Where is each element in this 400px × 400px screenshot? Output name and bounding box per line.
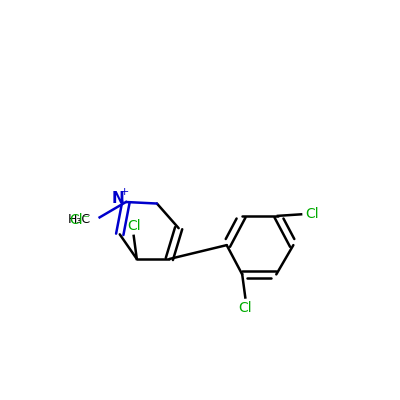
Text: +: + (120, 187, 129, 197)
Text: Cl⁻: Cl⁻ (69, 214, 90, 228)
Text: H₃C: H₃C (68, 213, 91, 226)
Text: Cl: Cl (306, 207, 319, 221)
Text: Cl: Cl (238, 300, 252, 314)
Text: N: N (112, 192, 124, 206)
Text: Cl: Cl (127, 219, 140, 233)
